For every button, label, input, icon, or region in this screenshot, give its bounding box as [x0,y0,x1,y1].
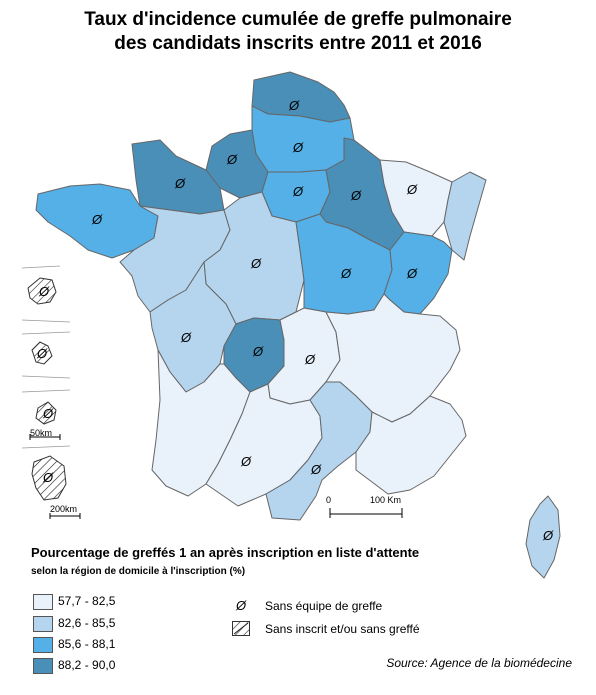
legend-subtitle: selon la région de domicile à l'inscript… [31,566,246,577]
inset-guadeloupe [27,277,57,305]
inset-guyane [31,455,67,501]
inset-scale-large [49,513,81,519]
map-title-line2: des candidats inscrits entre 2011 et 201… [114,33,482,54]
legend-title: Pourcentage de greffés 1 an après inscri… [31,545,420,560]
no-team-icon: Ø [38,284,50,299]
no-team-icon: Ø [91,212,103,227]
legend-symbol-label: Sans équipe de greffe [265,599,383,613]
map-title: Taux d'incidence cumulée de greffe pulmo… [0,8,596,56]
source-note: Source: Agence de la biomédecine [386,656,572,670]
svg-text:Ø: Ø [235,598,247,613]
no-team-icon: Ø [310,462,322,477]
no-team-icon: Ø [252,344,264,359]
no-team-icon: Ø [406,266,418,281]
legend-swatch [33,616,53,632]
no-team-icon: Ø [542,528,554,543]
no-team-icon: Ø [292,184,304,199]
legend-swatch [33,594,53,610]
no-team-icon: Ø [350,188,362,203]
region-languedoc-roussillon[interactable] [265,381,373,521]
legend-swatch [33,658,53,674]
no-team-icon: Ø [226,152,238,167]
overseas-insets [21,265,71,501]
no-team-icon: Ø [240,454,252,469]
inset-scale-small-label: 50km [30,428,52,438]
legend-label: 82,6 - 85,5 [58,616,116,630]
no-team-icon: Ø [406,182,418,197]
no-team-icon: Ø [288,98,300,113]
main-scale-bar [329,508,403,518]
no-team-icon: Ø [174,176,186,191]
region-alsace[interactable] [443,171,487,261]
inset-scale-large-label: 200km [50,504,77,514]
no-team-icon: Ø [42,406,54,421]
legend-label: 85,6 - 88,1 [58,637,116,651]
region-franche-comte[interactable] [383,231,453,315]
no-team-icon: Ø [36,346,48,361]
legend-symbol-label: Sans inscrit et/ou sans greffé [265,622,420,636]
no-team-icon: Ø [180,330,192,345]
legend-label: 57,7 - 82,5 [58,594,116,608]
region-corse[interactable] [525,495,561,579]
inset-reunion [35,401,57,425]
no-team-icon: Ø [340,266,352,281]
region-paca[interactable] [355,395,467,495]
no-team-icon: Ø [250,256,262,271]
legend-label: 88,2 - 90,0 [58,658,116,672]
map-title-line1: Taux d'incidence cumulée de greffe pulmo… [84,9,512,30]
legend-swatch [33,637,53,653]
no-team-icon: Ø [292,140,304,155]
scale-main-label: 100 Km [370,495,401,505]
hatch-icon [232,621,250,636]
inset-martinique [31,341,53,365]
no-team-icon: Ø [304,352,316,367]
no-team-icon: Ø [42,470,54,485]
scale-zero-label: 0 [326,495,331,505]
inset-scale-small [29,434,61,440]
no-team-icon: Ø [235,598,247,613]
